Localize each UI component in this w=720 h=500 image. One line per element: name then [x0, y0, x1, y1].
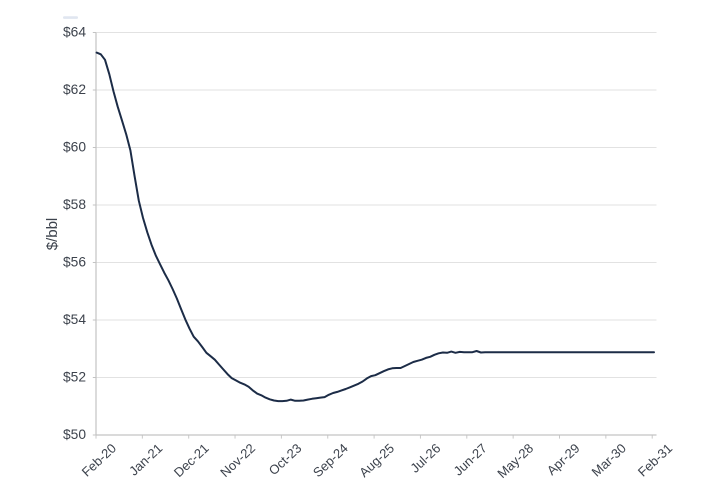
svg-text:Oct-23: Oct-23 — [266, 441, 305, 479]
svg-text:Jan-21: Jan-21 — [126, 441, 165, 479]
svg-text:Feb-31: Feb-31 — [635, 441, 675, 480]
svg-text:$64: $64 — [63, 24, 86, 39]
svg-text:$50: $50 — [63, 427, 86, 442]
svg-text:$58: $58 — [63, 197, 86, 212]
svg-text:Mar-30: Mar-30 — [589, 441, 629, 480]
svg-text:$52: $52 — [63, 369, 86, 384]
svg-text:Dec-21: Dec-21 — [171, 441, 212, 481]
svg-text:Feb-20: Feb-20 — [79, 441, 119, 480]
svg-text:Jun-27: Jun-27 — [451, 441, 490, 479]
svg-text:Sep-24: Sep-24 — [310, 441, 351, 481]
svg-text:$60: $60 — [63, 139, 86, 154]
svg-text:$/bbl: $/bbl — [44, 218, 61, 251]
svg-text:May-28: May-28 — [494, 441, 536, 482]
svg-text:Nov-22: Nov-22 — [217, 441, 258, 481]
svg-text:Aug-25: Aug-25 — [356, 441, 397, 481]
svg-text:$56: $56 — [63, 254, 86, 269]
svg-text:Jul-26: Jul-26 — [407, 441, 443, 476]
svg-text:$54: $54 — [63, 312, 86, 327]
svg-text:$62: $62 — [63, 82, 86, 97]
svg-text:Apr-29: Apr-29 — [544, 441, 583, 479]
